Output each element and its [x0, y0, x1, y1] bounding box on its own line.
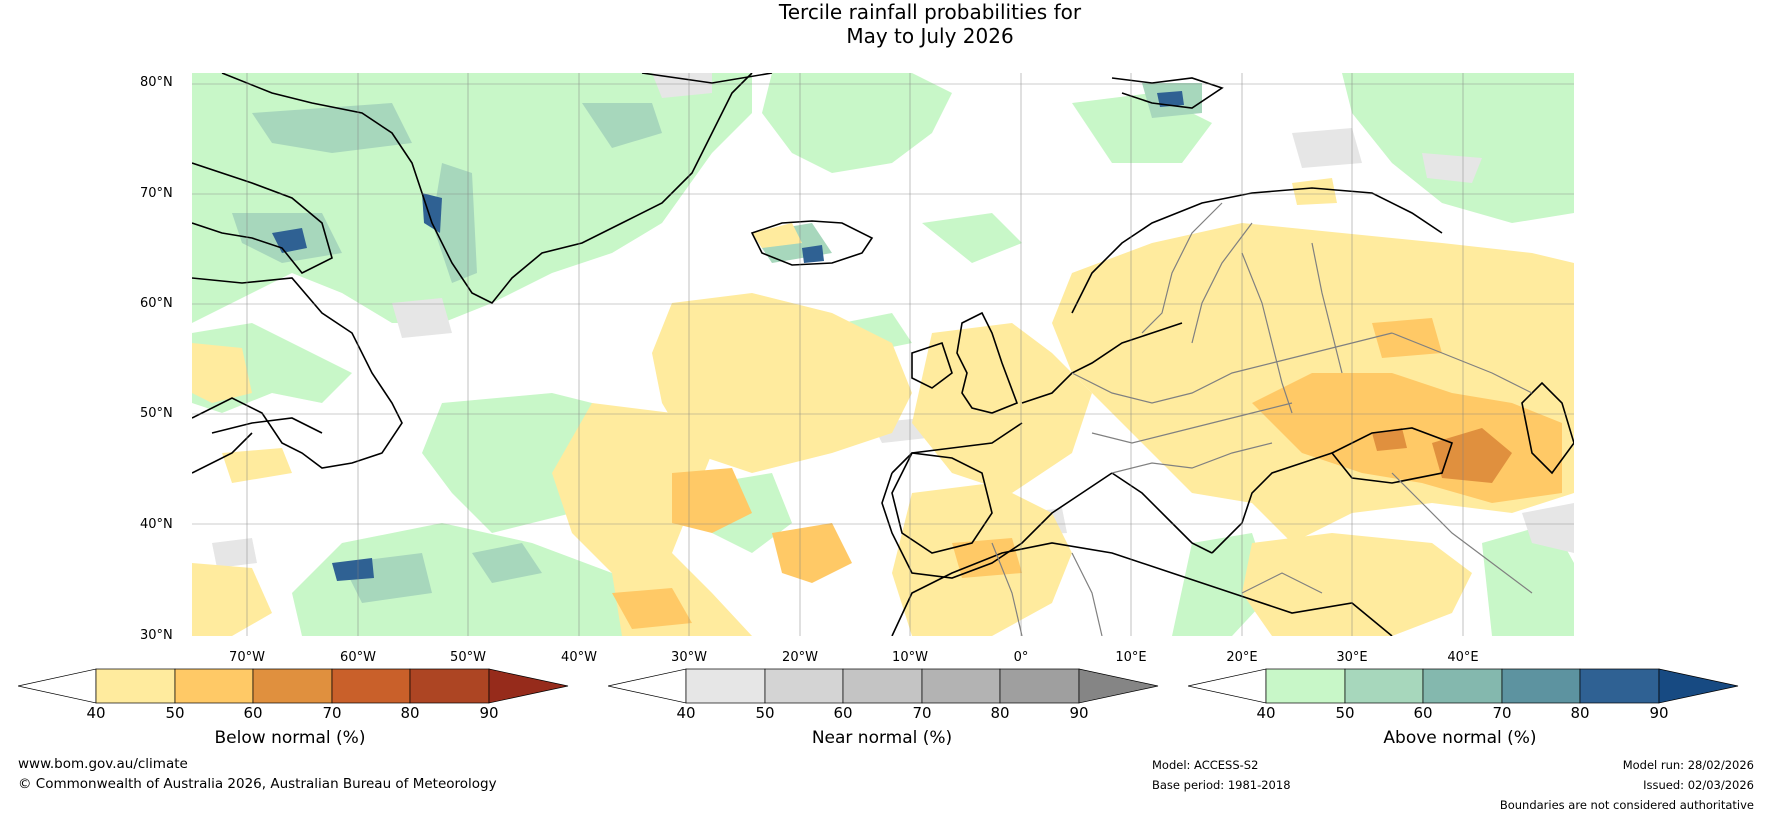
- title-line-1: Tercile rainfall probabilities for: [778, 0, 1082, 24]
- map-title: Tercile rainfall probabilities for May t…: [700, 0, 1160, 48]
- below-cell-40-50: [95, 668, 176, 704]
- near-tick-60: 60: [833, 704, 853, 722]
- near-normal-title: Near normal (%): [811, 728, 953, 748]
- above-tick-90: 90: [1649, 704, 1669, 722]
- lat-label-30n: 30°N: [140, 628, 173, 643]
- copyright-text: © Commonwealth of Australia 2026, Austra…: [18, 776, 497, 792]
- above-normal-title: Above normal (%): [1383, 728, 1537, 748]
- lon-label-10e: 10°E: [1115, 650, 1147, 665]
- model-text: Model: ACCESS-S2: [1152, 758, 1259, 772]
- website-link[interactable]: www.bom.gov.au/climate: [18, 756, 188, 772]
- lat-label-50n: 50°N: [140, 406, 173, 421]
- below-tick-80: 80: [400, 704, 420, 722]
- country-borders: [991, 202, 1533, 637]
- near-tick-80: 80: [990, 704, 1010, 722]
- below-cell-60-70: [252, 668, 333, 704]
- below-cell-over: [488, 668, 569, 704]
- lon-label-30w: 30°W: [671, 650, 707, 665]
- above-normal-colorbar: [1188, 668, 1739, 704]
- above-tick-80: 80: [1570, 704, 1590, 722]
- near-cell-80-90: [999, 668, 1080, 704]
- lon-label-60w: 60°W: [340, 650, 376, 665]
- lat-label-80n: 80°N: [140, 75, 173, 90]
- below-tick-90: 90: [479, 704, 499, 722]
- near-cell-70-80: [921, 668, 1001, 704]
- below-cell-under: [18, 668, 97, 704]
- title-line-2: May to July 2026: [846, 24, 1014, 48]
- near-tick-70: 70: [912, 704, 932, 722]
- above-cell-60-70: [1422, 668, 1503, 704]
- below-tick-40: 40: [86, 704, 106, 722]
- map-svg: [191, 72, 1575, 637]
- below-normal-colorbar: [18, 668, 569, 704]
- lon-label-20w: 20°W: [782, 650, 818, 665]
- coastlines: [191, 72, 1575, 637]
- near-cell-60-70: [842, 668, 923, 704]
- issued-text: Issued: 02/03/2026: [1643, 778, 1754, 792]
- above-tick-50: 50: [1335, 704, 1355, 722]
- lon-label-50w: 50°W: [450, 650, 486, 665]
- below-tick-70: 70: [322, 704, 342, 722]
- near-normal-colorbar: [608, 668, 1159, 704]
- above-cell-40-50: [1265, 668, 1346, 704]
- below-tick-50: 50: [165, 704, 185, 722]
- below-cell-80-90: [409, 668, 490, 704]
- near-tick-90: 90: [1069, 704, 1089, 722]
- lon-label-20e: 20°E: [1226, 650, 1258, 665]
- above-tick-60: 60: [1413, 704, 1433, 722]
- above-cell-80-90: [1579, 668, 1660, 704]
- above-cell-under: [1188, 668, 1267, 704]
- base-period-text: Base period: 1981-2018: [1152, 778, 1291, 792]
- near-tick-50: 50: [755, 704, 775, 722]
- above-cell-over: [1658, 668, 1739, 704]
- model-run-text: Model run: 28/02/2026: [1622, 758, 1754, 772]
- lon-label-70w: 70°W: [229, 650, 265, 665]
- near-cell-50-60: [764, 668, 844, 704]
- above-cell-50-60: [1344, 668, 1424, 704]
- lon-label-30e: 30°E: [1336, 650, 1368, 665]
- near-cell-40-50: [685, 668, 766, 704]
- lat-label-70n: 70°N: [140, 186, 173, 201]
- below-cell-50-60: [174, 668, 254, 704]
- lon-label-0: 0°: [1013, 650, 1029, 665]
- lat-label-60n: 60°N: [140, 296, 173, 311]
- above-tick-40: 40: [1256, 704, 1276, 722]
- graticule: [192, 73, 1574, 636]
- near-cell-under: [608, 668, 687, 704]
- below-normal-title: Below normal (%): [214, 728, 366, 748]
- disclaimer-text: Boundaries are not considered authoritat…: [1499, 798, 1754, 812]
- lon-label-10w: 10°W: [892, 650, 928, 665]
- lon-label-40e: 40°E: [1447, 650, 1479, 665]
- lon-label-40w: 40°W: [561, 650, 597, 665]
- rainfall-probability-map: [191, 72, 1575, 637]
- lat-label-40n: 40°N: [140, 517, 173, 532]
- above-tick-70: 70: [1492, 704, 1512, 722]
- above-cell-70-80: [1501, 668, 1581, 704]
- near-tick-40: 40: [676, 704, 696, 722]
- below-cell-70-80: [331, 668, 411, 704]
- below-normal-60-regions: [1372, 428, 1512, 483]
- near-cell-over: [1078, 668, 1159, 704]
- below-tick-60: 60: [243, 704, 263, 722]
